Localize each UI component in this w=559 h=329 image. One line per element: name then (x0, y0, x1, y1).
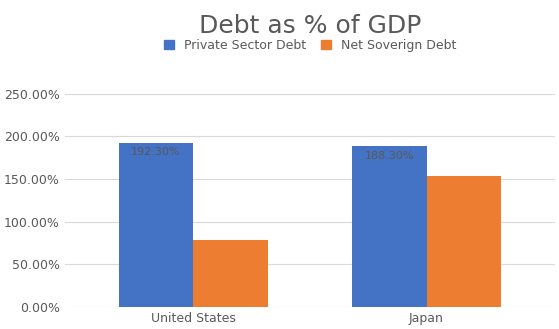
Text: 153.9%: 153.9% (443, 180, 485, 190)
Title: Debt as % of GDP: Debt as % of GDP (198, 14, 421, 38)
Bar (427, 176, 501, 307)
Legend: Private Sector Debt, Net Soverign Debt: Private Sector Debt, Net Soverign Debt (161, 37, 458, 54)
Text: 188.30%: 188.30% (364, 151, 414, 161)
Text: 192.30%: 192.30% (131, 147, 181, 157)
Text: 78.06%: 78.06% (209, 245, 252, 255)
Bar (193, 240, 268, 307)
Bar (119, 143, 193, 307)
Bar (352, 146, 427, 307)
